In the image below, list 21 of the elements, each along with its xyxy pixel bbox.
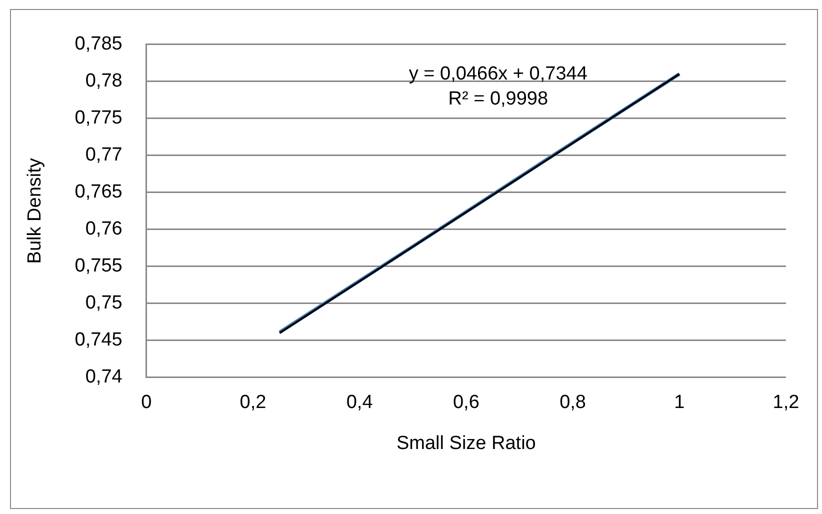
y-tick-label: 0,74 <box>85 366 123 388</box>
y-tick-label: 0,75 <box>85 292 122 314</box>
x-tick-label: 0 <box>141 392 152 414</box>
x-tick-label: 1,2 <box>772 392 800 414</box>
x-tick-label: 0,6 <box>452 392 480 414</box>
y-tick-label: 0,745 <box>74 330 122 351</box>
y-tick-label: 0,775 <box>74 108 122 129</box>
y-tick-label: 0,78 <box>85 70 122 92</box>
y-tick-label: 0,76 <box>85 218 122 240</box>
y-tick-label: 0,785 <box>74 34 122 55</box>
annotation: y = 0,0466x + 0,7344 <box>408 64 588 85</box>
x-axis-title: Small Size Ratio <box>396 432 536 454</box>
y-tick-label: 0,765 <box>74 182 122 203</box>
x-tick-label: 1 <box>674 392 685 414</box>
x-tick-label: 0,8 <box>560 392 586 414</box>
y-tick-label: 0,755 <box>74 256 122 277</box>
y-tick-label: 0,77 <box>85 144 122 166</box>
y-axis-title: Bulk Density <box>24 158 46 264</box>
annotation: R² = 0,9998 <box>448 88 548 110</box>
x-tick-label: 0,2 <box>240 392 266 414</box>
x-tick-label: 0,4 <box>346 392 374 414</box>
